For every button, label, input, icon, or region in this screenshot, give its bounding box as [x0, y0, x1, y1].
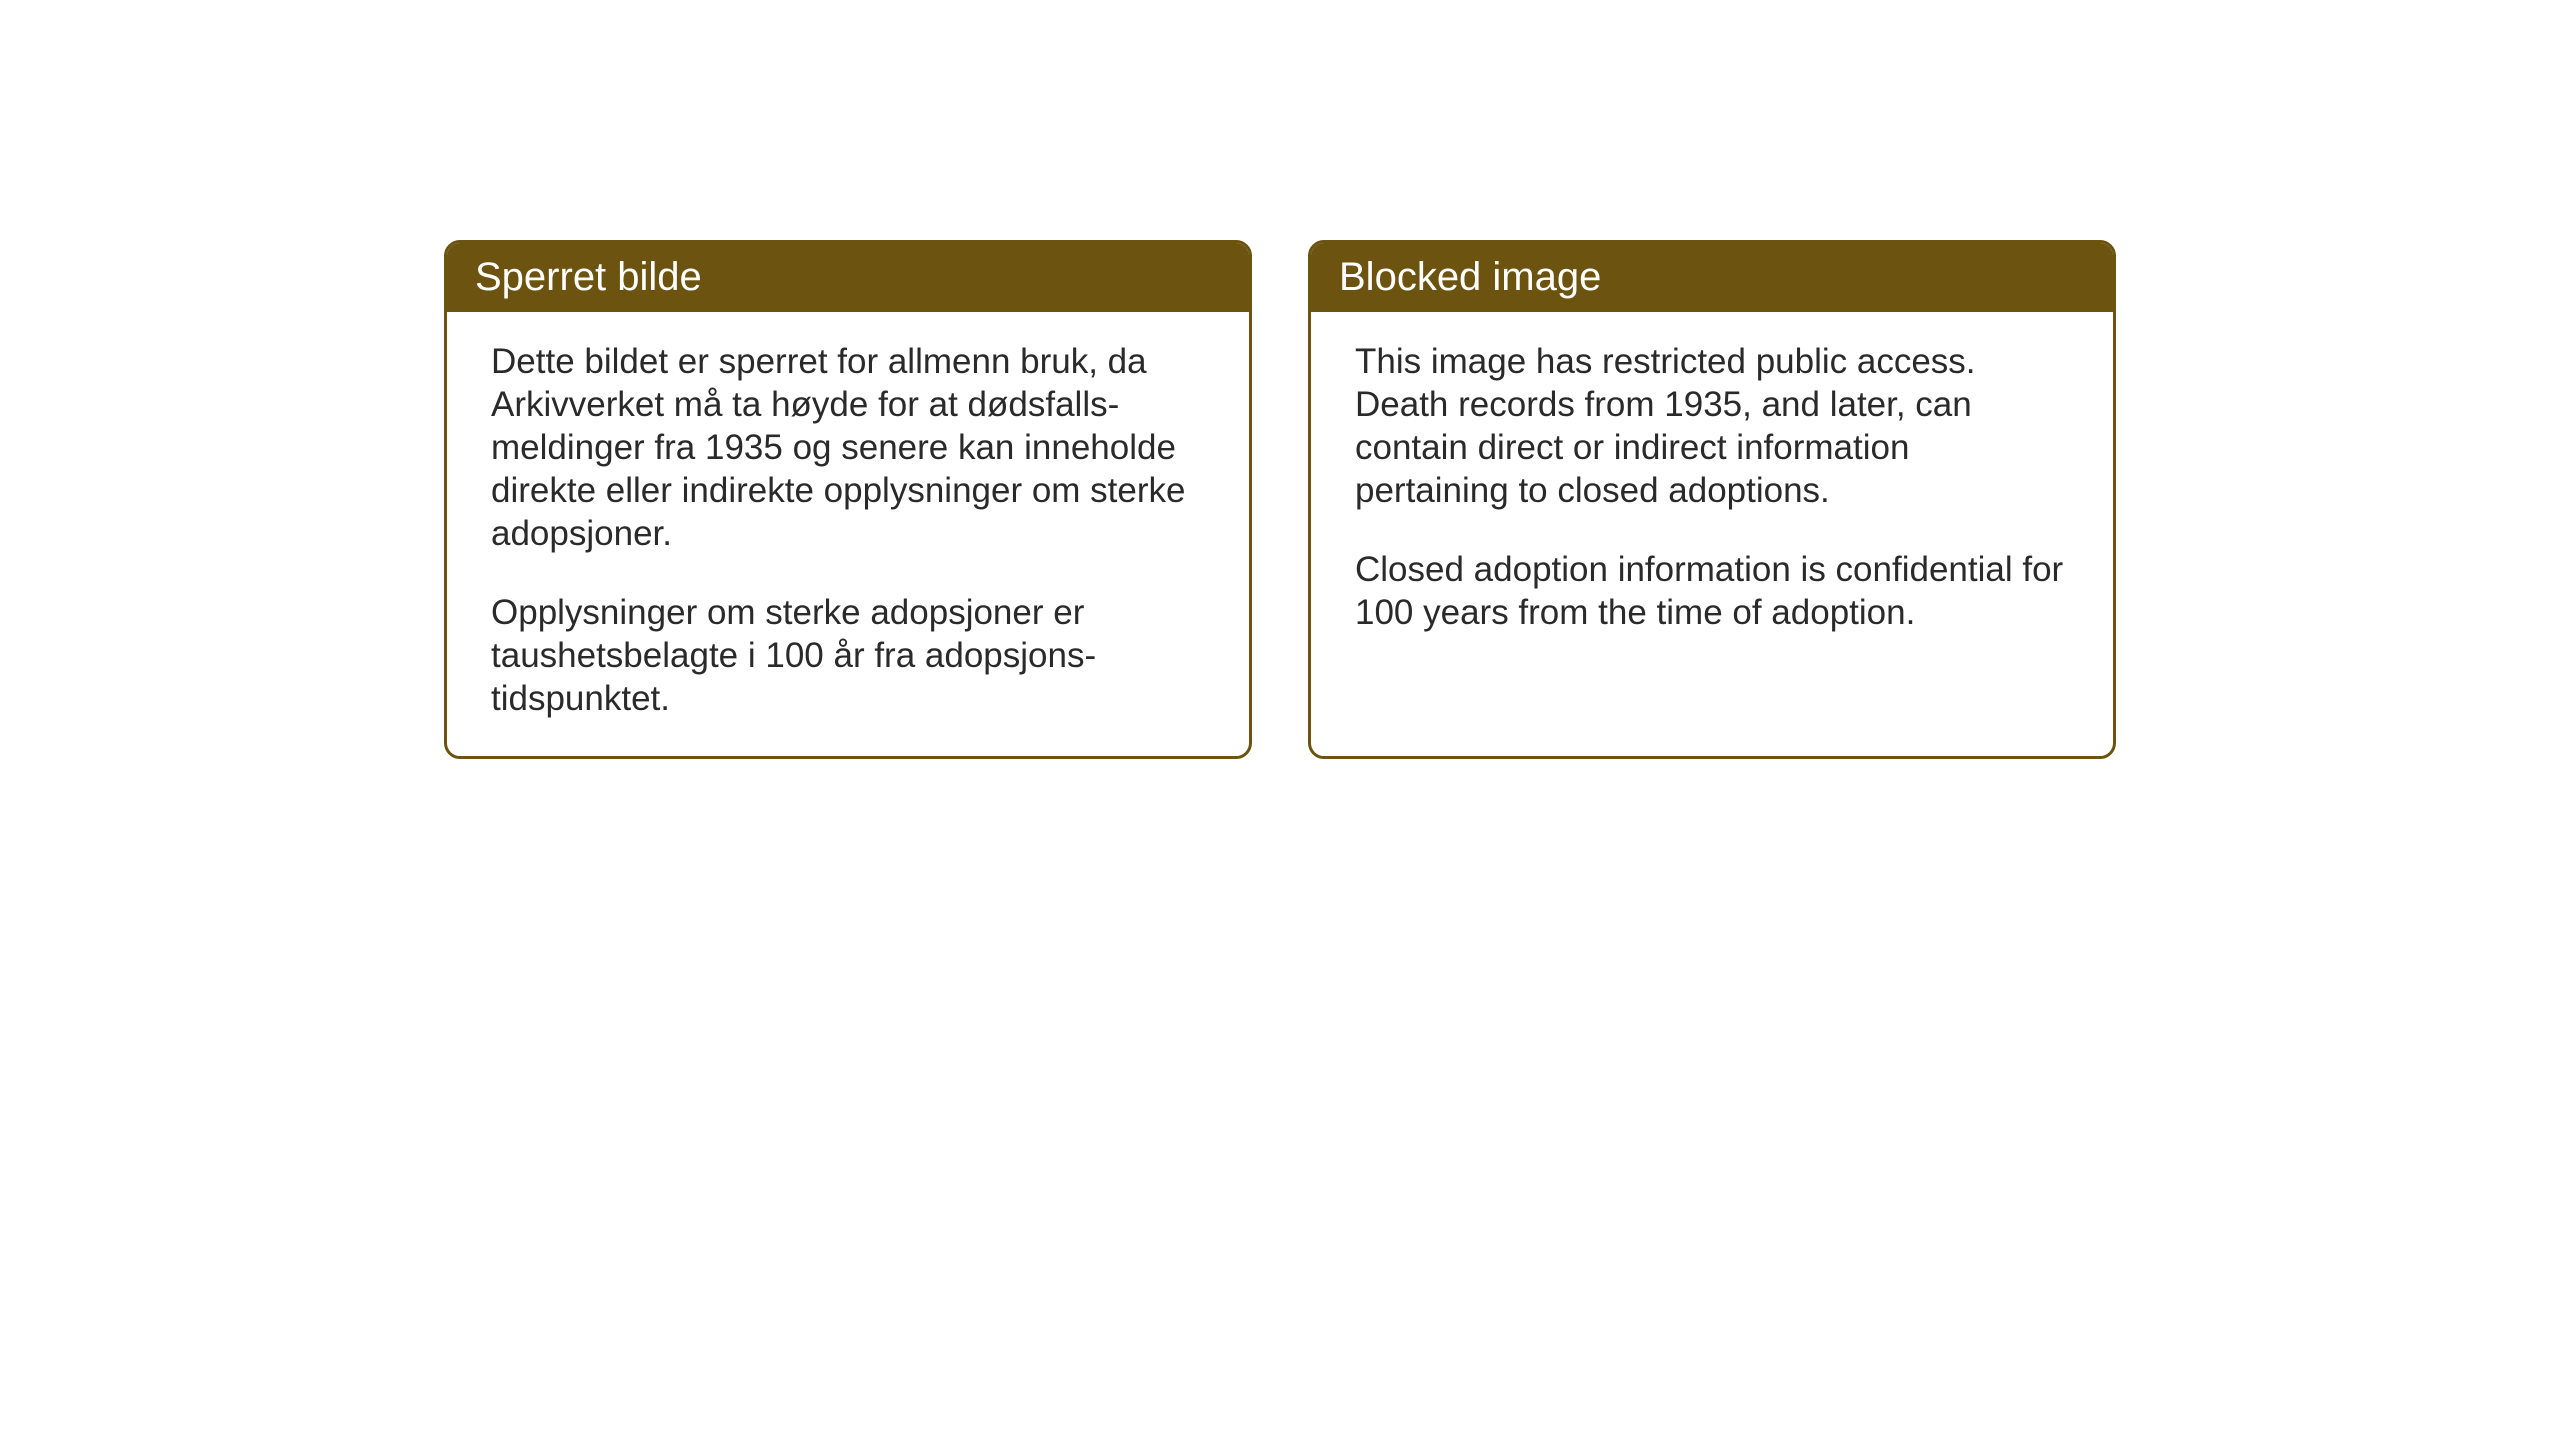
card-header-english: Blocked image — [1311, 243, 2113, 312]
notice-card-norwegian: Sperret bilde Dette bildet er sperret fo… — [444, 240, 1252, 759]
card-paragraph: Dette bildet er sperret for allmenn bruk… — [491, 340, 1205, 555]
card-paragraph: Closed adoption information is confident… — [1355, 548, 2069, 634]
notice-card-english: Blocked image This image has restricted … — [1308, 240, 2116, 759]
card-title: Blocked image — [1339, 255, 1601, 299]
card-paragraph: This image has restricted public access.… — [1355, 340, 2069, 512]
notice-cards-container: Sperret bilde Dette bildet er sperret fo… — [444, 240, 2116, 759]
card-header-norwegian: Sperret bilde — [447, 243, 1249, 312]
card-title: Sperret bilde — [475, 255, 702, 299]
card-paragraph: Opplysninger om sterke adopsjoner er tau… — [491, 591, 1205, 720]
card-body-norwegian: Dette bildet er sperret for allmenn bruk… — [447, 312, 1249, 756]
card-body-english: This image has restricted public access.… — [1311, 312, 2113, 670]
